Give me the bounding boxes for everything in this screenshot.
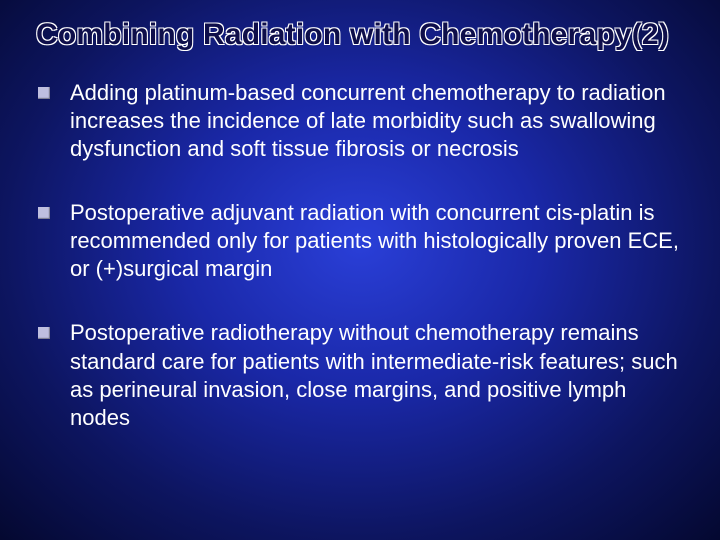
bullet-text: Postoperative radiotherapy without chemo… (70, 320, 678, 429)
list-item: Adding platinum-based concurrent chemoth… (32, 79, 688, 163)
list-item: Postoperative radiotherapy without chemo… (32, 319, 688, 432)
bullet-text: Adding platinum-based concurrent chemoth… (70, 80, 666, 161)
bullet-list: Adding platinum-based concurrent chemoth… (32, 79, 688, 433)
bullet-text: Postoperative adjuvant radiation with co… (70, 200, 679, 281)
slide: Combining Radiation with Chemotherapy(2)… (0, 0, 720, 540)
list-item: Postoperative adjuvant radiation with co… (32, 199, 688, 283)
slide-title: Combining Radiation with Chemotherapy(2) (36, 18, 688, 53)
